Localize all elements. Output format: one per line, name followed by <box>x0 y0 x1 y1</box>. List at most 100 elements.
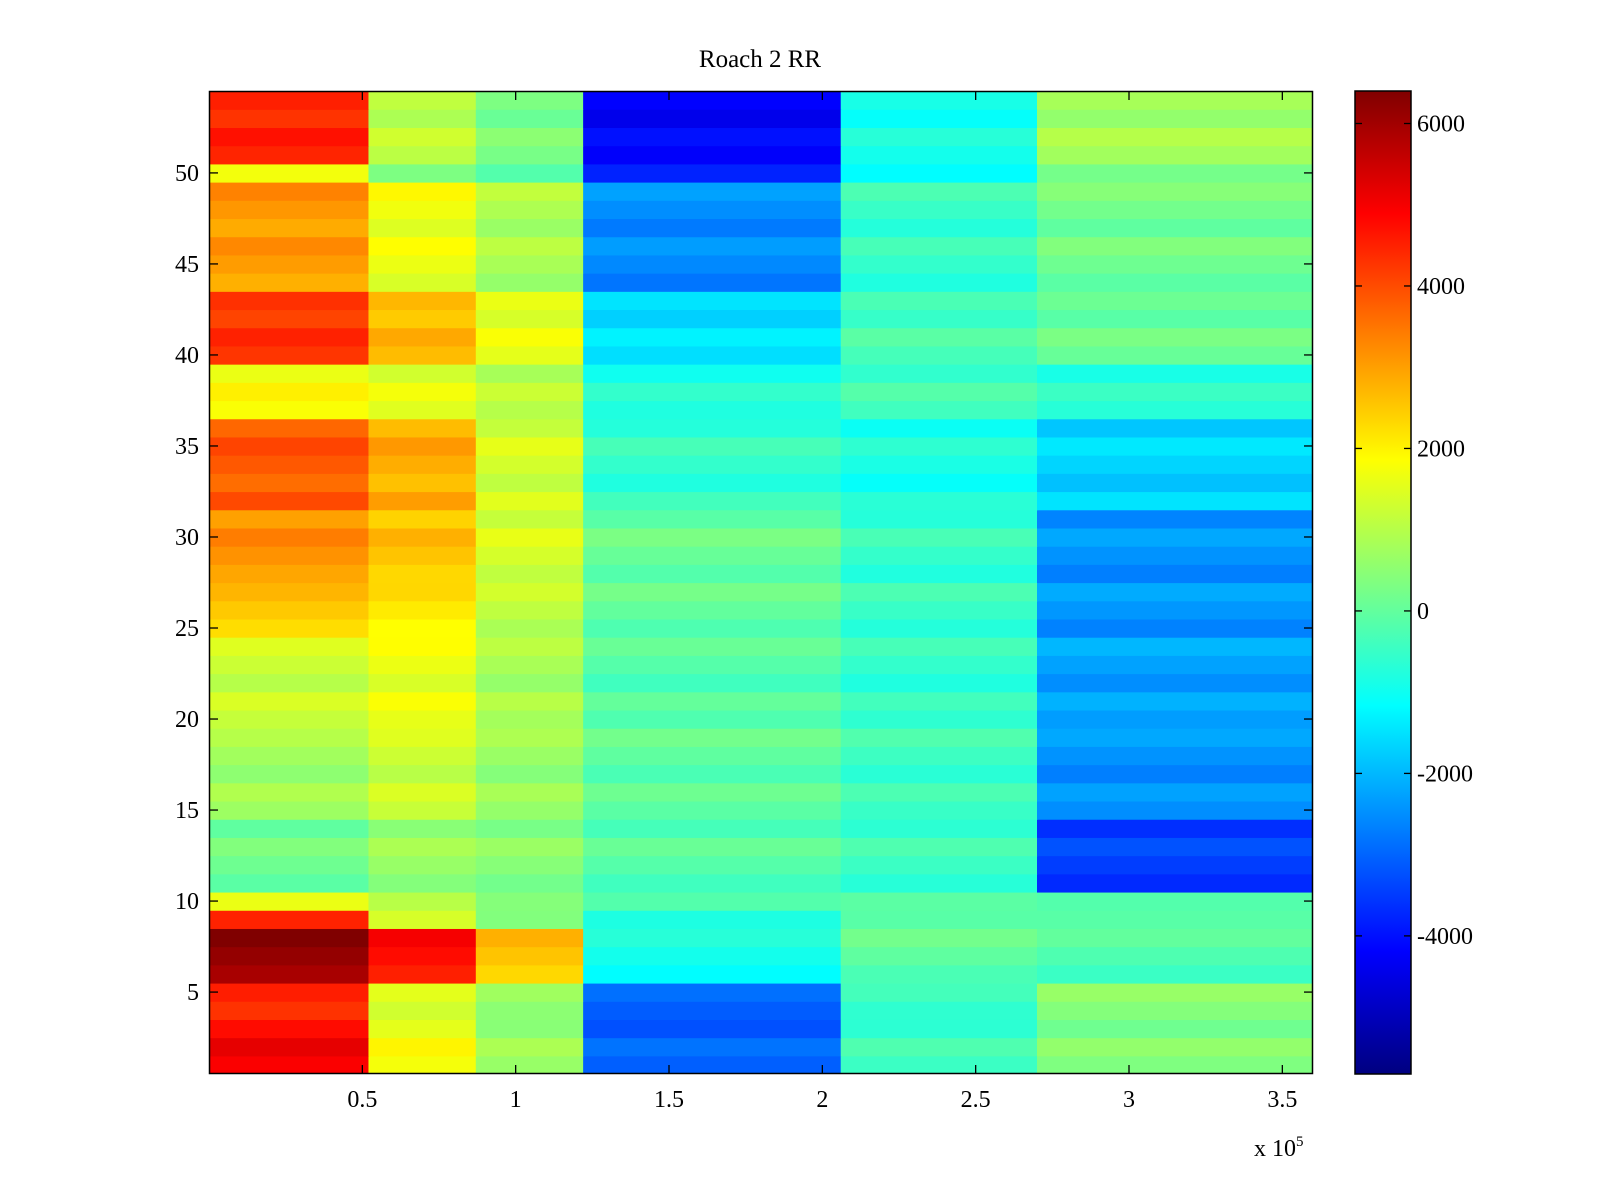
colorbar-tick-label: -4000 <box>1417 924 1473 950</box>
heatmap-cell <box>368 145 477 165</box>
heatmap-cell <box>209 655 370 675</box>
heatmap-cell <box>840 491 1038 511</box>
heatmap-cell <box>583 291 842 311</box>
heatmap-cell <box>583 564 842 584</box>
y-tick-label: 5 <box>187 980 199 1006</box>
heatmap-cell <box>209 455 370 474</box>
heatmap-cell <box>475 491 584 511</box>
heatmap-cell <box>209 800 370 820</box>
heatmap-cell <box>475 618 584 638</box>
heatmap-cell <box>209 436 370 456</box>
heatmap-cell <box>475 200 584 220</box>
heatmap-cell <box>1037 964 1313 984</box>
heatmap-cell <box>1037 127 1313 147</box>
heatmap-cell <box>209 709 370 729</box>
heatmap-cell <box>368 891 477 911</box>
heatmap-cell <box>1037 728 1313 747</box>
heatmap-cell <box>475 655 584 675</box>
heatmap-cell <box>840 673 1038 693</box>
x-tick-label: 0.5 <box>347 1087 377 1113</box>
heatmap-cell <box>475 728 584 747</box>
heatmap-cell <box>368 819 477 838</box>
heatmap-cell <box>475 418 584 438</box>
heatmap-cell <box>209 982 370 1002</box>
heatmap-cell <box>583 491 842 511</box>
heatmap-cell <box>1037 91 1313 110</box>
heatmap-cell <box>583 200 842 220</box>
heatmap-cell <box>368 655 477 675</box>
heatmap-cell <box>1037 327 1313 347</box>
heatmap-cell <box>368 800 477 820</box>
heatmap-cell <box>368 964 477 984</box>
heatmap-cell <box>209 546 370 565</box>
heatmap-cell <box>1037 928 1313 948</box>
heatmap-cell <box>475 455 584 474</box>
heatmap-cell <box>209 855 370 875</box>
heatmap-cell <box>475 273 584 292</box>
heatmap-cell <box>583 582 842 602</box>
heatmap-cell <box>840 819 1038 838</box>
heatmap-cell <box>209 691 370 711</box>
heatmap-cell <box>1037 691 1313 711</box>
heatmap-cell <box>475 946 584 966</box>
colorbar-tick-label: 4000 <box>1417 274 1465 300</box>
heatmap-cell <box>1037 782 1313 802</box>
heatmap-cell <box>840 200 1038 220</box>
heatmap-cell <box>1037 946 1313 966</box>
heatmap-cell <box>583 655 842 675</box>
heatmap-cell <box>1037 546 1313 565</box>
heatmap-cell <box>475 873 584 893</box>
heatmap-cell <box>475 382 584 402</box>
heatmap-cell <box>840 145 1038 165</box>
heatmap-cell <box>475 891 584 911</box>
heatmap-cell <box>1037 600 1313 620</box>
heatmap-cell <box>368 291 477 311</box>
heatmap-cell <box>1037 218 1313 238</box>
heatmap-cell <box>840 655 1038 675</box>
x-axis: 0.5 1 1.5 2 2.5 3 3.5 <box>347 91 1297 1113</box>
heatmap-cell <box>1037 273 1313 292</box>
heatmap-cell <box>1037 891 1313 911</box>
heatmap-cell <box>583 327 842 347</box>
heatmap-cell <box>368 564 477 584</box>
heatmap-cell <box>209 728 370 747</box>
heatmap-cell <box>840 109 1038 128</box>
heatmap-cell <box>209 200 370 220</box>
colorbar-tick-label: 2000 <box>1417 436 1465 462</box>
heatmap-cell <box>1037 254 1313 274</box>
heatmap-cell <box>368 1019 477 1039</box>
heatmap-cell <box>475 819 584 838</box>
heatmap-cell <box>840 946 1038 966</box>
heatmap-cell <box>840 582 1038 602</box>
heatmap-cell <box>368 273 477 292</box>
heatmap-cell <box>1037 400 1313 420</box>
heatmap-cell <box>368 91 477 110</box>
heatmap-cell <box>840 600 1038 620</box>
x-tick-label: 1 <box>510 1087 522 1113</box>
heatmap-cell <box>368 109 477 128</box>
heatmap-cell <box>368 182 477 201</box>
heatmap-cell <box>368 1055 477 1074</box>
heatmap-cell <box>583 928 842 948</box>
heatmap-cell <box>1037 564 1313 584</box>
x-multiplier-exponent: 5 <box>1296 1134 1304 1150</box>
heatmap-cell <box>475 91 584 110</box>
heatmap-cell <box>840 837 1038 857</box>
heatmap-cell <box>209 400 370 420</box>
heatmap-cell <box>583 455 842 474</box>
heatmap-cell <box>475 182 584 201</box>
heatmap-cell <box>368 910 477 929</box>
heatmap-cell <box>368 364 477 383</box>
heatmap-cell <box>840 1019 1038 1039</box>
heatmap-cell <box>583 436 842 456</box>
heatmap-cell <box>840 127 1038 147</box>
heatmap-cell <box>475 1037 584 1057</box>
heatmap-cell <box>583 964 842 984</box>
heatmap-cell <box>209 764 370 784</box>
heatmap-cell <box>840 163 1038 183</box>
heatmap-cell <box>209 1055 370 1074</box>
heatmap-cell <box>368 236 477 256</box>
heatmap-cell <box>475 473 584 493</box>
heatmap-cell <box>840 728 1038 747</box>
